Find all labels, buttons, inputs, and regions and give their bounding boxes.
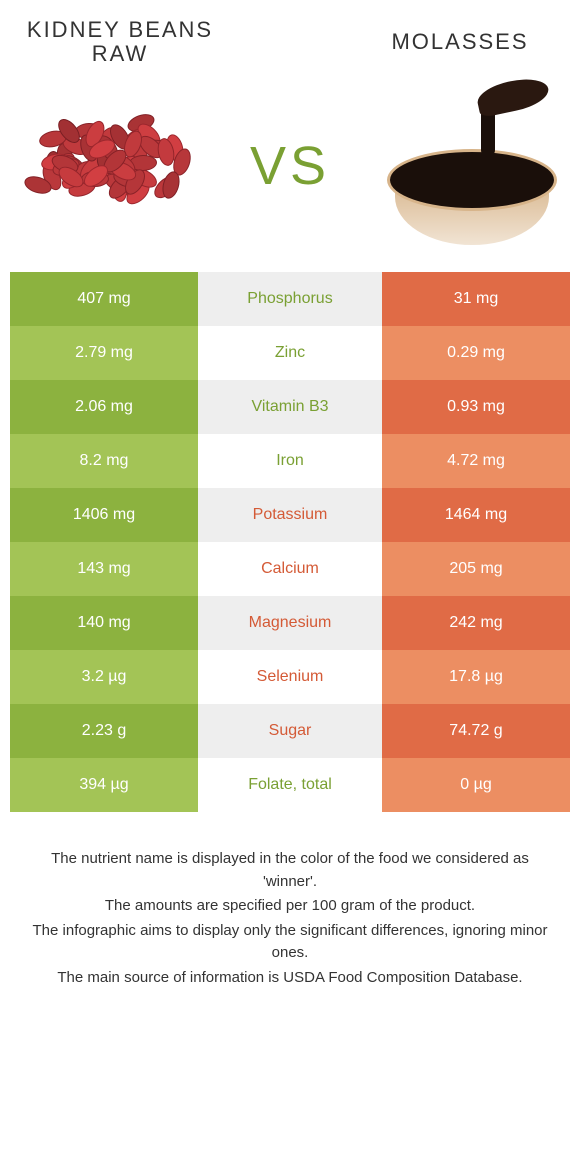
table-row: 140 mgMagnesium242 mg (10, 596, 570, 650)
footnote-line: The infographic aims to display only the… (30, 920, 550, 965)
left-value: 2.06 mg (10, 380, 198, 434)
comparison-table: 407 mgPhosphorus31 mg2.79 mgZinc0.29 mg2… (10, 272, 570, 812)
footnote-line: The main source of information is USDA F… (30, 967, 550, 990)
table-row: 143 mgCalcium205 mg (10, 542, 570, 596)
right-value: 0 µg (382, 758, 570, 812)
left-value: 2.23 g (10, 704, 198, 758)
left-value: 394 µg (10, 758, 198, 812)
right-value: 0.93 mg (382, 380, 570, 434)
right-value: 74.72 g (382, 704, 570, 758)
left-value: 2.79 mg (10, 326, 198, 380)
left-value: 407 mg (10, 272, 198, 326)
nutrient-name: Phosphorus (198, 272, 382, 326)
footnotes: The nutrient name is displayed in the co… (30, 848, 550, 989)
table-row: 2.06 mgVitamin B30.93 mg (10, 380, 570, 434)
table-row: 1406 mgPotassium1464 mg (10, 488, 570, 542)
table-row: 3.2 µgSelenium17.8 µg (10, 650, 570, 704)
right-value: 0.29 mg (382, 326, 570, 380)
footnote-line: The amounts are specified per 100 gram o… (30, 895, 550, 918)
left-value: 140 mg (10, 596, 198, 650)
nutrient-name: Folate, total (198, 758, 382, 812)
vs-badge: VS (250, 135, 330, 197)
nutrient-name: Selenium (198, 650, 382, 704)
table-row: 407 mgPhosphorus31 mg (10, 272, 570, 326)
right-value: 242 mg (382, 596, 570, 650)
left-value: 143 mg (10, 542, 198, 596)
left-value: 1406 mg (10, 488, 198, 542)
right-value: 205 mg (382, 542, 570, 596)
nutrient-name: Iron (198, 434, 382, 488)
left-value: 8.2 mg (10, 434, 198, 488)
nutrient-name: Magnesium (198, 596, 382, 650)
table-row: 2.23 gSugar74.72 g (10, 704, 570, 758)
nutrient-name: Vitamin B3 (198, 380, 382, 434)
right-value: 4.72 mg (382, 434, 570, 488)
image-row: VS (0, 66, 580, 272)
table-row: 8.2 mgIron4.72 mg (10, 434, 570, 488)
nutrient-name: Zinc (198, 326, 382, 380)
molasses-image (372, 76, 572, 256)
right-value: 17.8 µg (382, 650, 570, 704)
right-food-title: Molasses (360, 30, 560, 54)
table-row: 394 µgFolate, total0 µg (10, 758, 570, 812)
nutrient-name: Calcium (198, 542, 382, 596)
right-value: 1464 mg (382, 488, 570, 542)
left-food-title: Kidney Beans Raw (20, 18, 220, 66)
kidney-beans-image (8, 76, 208, 256)
left-value: 3.2 µg (10, 650, 198, 704)
nutrient-name: Potassium (198, 488, 382, 542)
header-row: Kidney Beans Raw Molasses (0, 0, 580, 66)
footnote-line: The nutrient name is displayed in the co… (30, 848, 550, 893)
table-row: 2.79 mgZinc0.29 mg (10, 326, 570, 380)
right-value: 31 mg (382, 272, 570, 326)
nutrient-name: Sugar (198, 704, 382, 758)
